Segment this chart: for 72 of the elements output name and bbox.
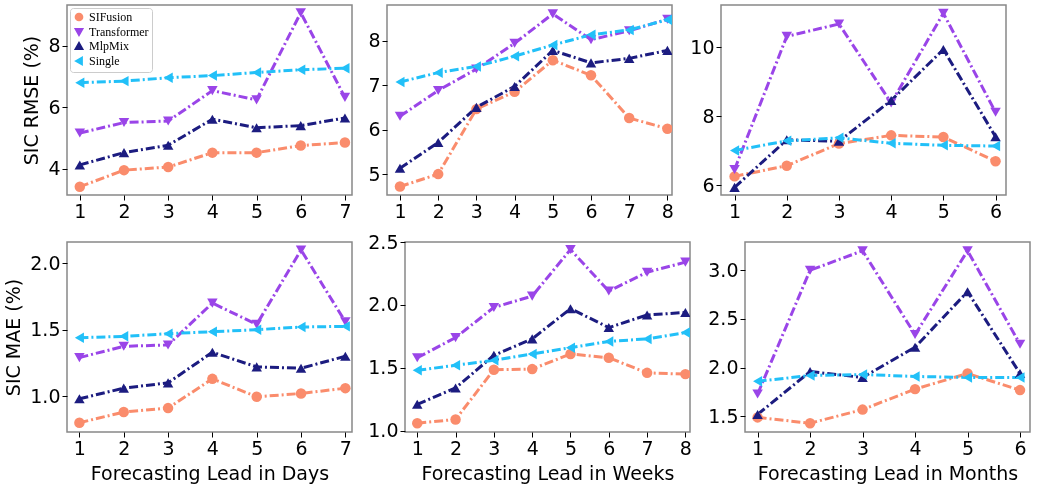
legend-label: SIFusion — [89, 10, 133, 24]
x-tick-label: 2 — [781, 199, 794, 222]
x-tick-label: 1 — [73, 436, 86, 459]
x-tick-label: 3 — [857, 436, 870, 459]
y-tick-label: 3.0 — [708, 258, 739, 281]
x-tick-label: 6 — [990, 199, 1003, 222]
x-tick-label: 2 — [118, 199, 131, 222]
legend-label: Transformer — [89, 25, 149, 39]
y-axis-title: SIC MAE (%) — [2, 278, 25, 397]
x-tick-label: 3 — [162, 436, 175, 459]
x-axis-title: Forecasting Lead in Days — [90, 461, 330, 484]
x-tick-label: 4 — [526, 436, 539, 459]
y-tick-label: 2.0 — [30, 251, 61, 274]
x-tick-label: 5 — [564, 436, 578, 459]
y-tick-label: 6 — [368, 118, 381, 141]
x-tick-label: 7 — [339, 199, 352, 222]
x-tick-label: 5 — [937, 199, 950, 222]
x-tick-label: 2 — [450, 436, 463, 459]
x-tick-label: 4 — [206, 436, 219, 459]
y-tick-label: 1.0 — [368, 419, 399, 442]
x-tick-label: 6 — [585, 199, 598, 222]
y-tick-label: 1.0 — [30, 384, 61, 407]
x-tick-label: 8 — [679, 436, 692, 459]
x-axis-title: Forecasting Lead in Weeks — [421, 461, 675, 484]
x-tick-label: 7 — [339, 436, 352, 459]
x-tick-label: 3 — [833, 199, 846, 222]
y-tick-label: 1.5 — [368, 356, 399, 379]
x-tick-label: 5 — [961, 436, 975, 459]
y-tick-label: 2.5 — [708, 307, 739, 330]
x-tick-label: 5 — [547, 199, 560, 222]
y-tick-label: 10 — [690, 35, 715, 58]
legend-label: Single — [89, 54, 120, 68]
x-tick-label: 4 — [509, 199, 522, 222]
x-tick-label: 2 — [118, 436, 131, 459]
x-tick-label: 1 — [411, 436, 424, 459]
x-tick-label: 2 — [804, 436, 817, 459]
x-tick-label: 3 — [162, 199, 175, 222]
x-tick-label: 1 — [74, 199, 87, 222]
y-tick-label: 4 — [48, 157, 61, 180]
x-tick-label: 7 — [641, 436, 654, 459]
x-tick-label: 7 — [623, 199, 636, 222]
legend-label: MlpMix — [89, 39, 130, 53]
x-tick-label: 4 — [885, 199, 898, 222]
x-tick-label: 5 — [251, 199, 264, 222]
x-tick-label: 2 — [432, 199, 445, 222]
x-tick-label: 3 — [470, 199, 483, 222]
x-tick-label: 4 — [206, 199, 219, 222]
x-tick-label: 3 — [488, 436, 501, 459]
y-tick-label: 2.0 — [708, 356, 739, 379]
x-tick-label: 6 — [603, 436, 616, 459]
x-tick-label: 8 — [661, 199, 674, 222]
y-tick-label: 5 — [368, 162, 381, 185]
y-tick-label: 6 — [48, 95, 61, 118]
y-tick-label: 8 — [702, 104, 715, 127]
x-tick-label: 1 — [394, 199, 407, 222]
y-axis-title: SIC RMSE (%) — [20, 35, 43, 166]
x-tick-label: 6 — [1014, 436, 1027, 459]
x-tick-label: 6 — [295, 436, 308, 459]
x-tick-label: 4 — [909, 436, 922, 459]
x-tick-label: 1 — [729, 199, 742, 222]
y-tick-label: 2.5 — [368, 230, 399, 253]
y-tick-label: 6 — [702, 173, 715, 196]
x-tick-label: 6 — [295, 199, 308, 222]
y-tick-label: 1.5 — [708, 404, 739, 427]
x-axis-title: Forecasting Lead in Months — [757, 461, 1019, 484]
y-tick-label: 2.0 — [368, 293, 399, 316]
y-tick-label: 7 — [368, 73, 381, 96]
x-tick-label: 5 — [251, 436, 264, 459]
y-tick-label: 1.5 — [30, 318, 61, 341]
y-tick-label: 8 — [368, 29, 381, 52]
y-tick-label: 8 — [48, 34, 61, 57]
x-tick-label: 1 — [752, 436, 765, 459]
